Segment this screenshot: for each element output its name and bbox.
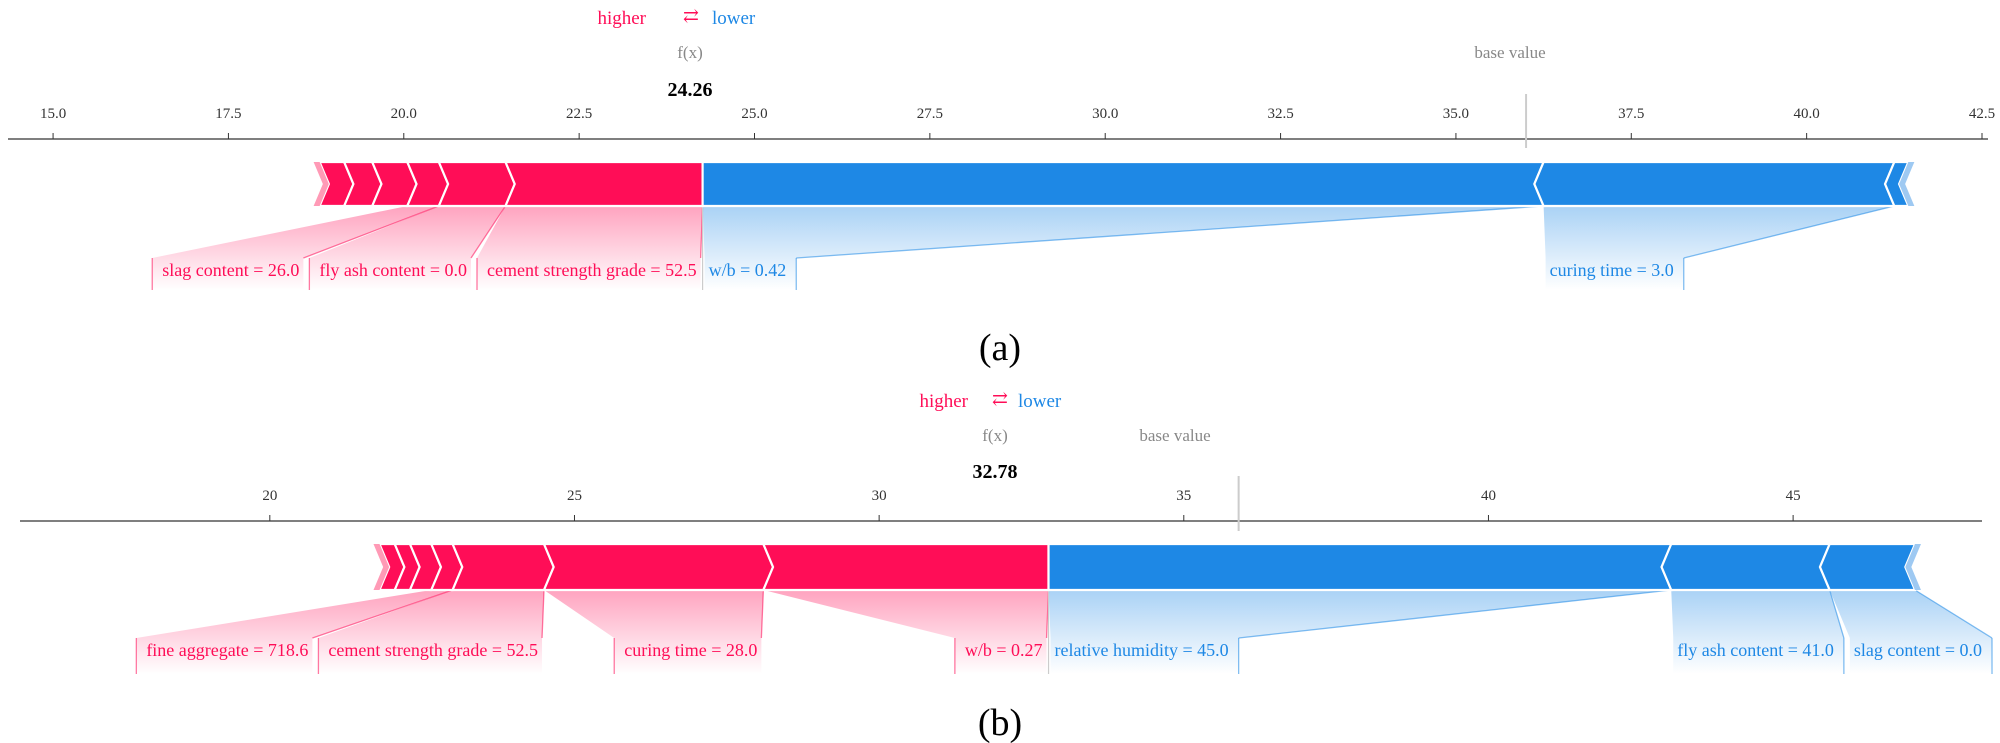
positive-connector-line [470,205,507,259]
x-tick-label: 22.5 [566,106,592,122]
negative-connector-line [1829,589,1845,639]
negative-connector-line [1238,589,1672,639]
positive-label-fill [318,590,545,674]
legend-higher: higher [919,391,968,412]
legend-swap-arrow-icon: ⇄ [683,6,699,27]
legend-swap-arrow-icon: ⇄ [992,389,1008,410]
fx-value: 24.26 [668,79,713,101]
x-tick-label: 42.5 [1969,106,1995,122]
negative-feature-label: w/b = 0.42 [709,260,787,280]
positive-force-bar [761,542,1050,592]
positive-force-bar [450,542,555,592]
negative-feature-label: fly ash content = 41.0 [1677,640,1834,660]
positive-connector-line [303,205,440,259]
feature-labels: fine aggregate = 718.6 cement strength gr… [146,640,1982,660]
x-tick-label: 20.0 [391,106,417,122]
force-bars [313,160,1915,208]
negative-force-bar [1660,542,1832,592]
base-value-label: base value [1139,426,1210,445]
x-tick-label: 20 [262,488,277,504]
positive-connector-line [541,589,545,639]
negative-feature-label: curing time = 3.0 [1550,260,1674,280]
negative-force-bar [1818,542,1917,592]
x-tick-label: 30.0 [1092,106,1118,122]
positive-end-chevron [313,162,329,206]
positive-feature-label: fly ash content = 0.0 [319,260,467,280]
positive-force-bar [503,160,704,208]
negative-force-bar [1047,542,1673,592]
negative-feature-label: slag content = 0.0 [1854,640,1982,660]
x-tick-label: 45 [1786,488,1801,504]
positive-label-fill [152,206,439,290]
force-plot-a: higher ⇄ lower f(x) 24.26 base value 15.… [8,6,1995,369]
x-tick-label: 40 [1481,488,1496,504]
negative-force-bar [701,160,1546,208]
x-tick-label: 32.5 [1267,106,1293,122]
negative-end-chevron [1899,162,1915,206]
positive-feature-label: w/b = 0.27 [965,640,1043,660]
x-tick-label: 30 [872,488,887,504]
negative-label-fill [1048,590,1672,674]
legend-higher: higher [597,8,646,29]
negative-force-bar [1533,160,1896,208]
positive-label-fill [477,206,703,290]
x-tick-label: 35 [1176,488,1191,504]
negative-connector-line [796,205,1544,259]
x-tick-label: 35.0 [1443,106,1469,122]
positive-force-bar [437,160,516,208]
x-tick-label: 25.0 [741,106,767,122]
legend-lower: lower [1018,391,1062,412]
force-plot-b: higher ⇄ lower f(x) 32.78 base value 20 2… [20,389,1993,743]
base-value-label: base value [1474,43,1545,62]
positive-label-fill [763,590,1049,674]
negative-label-fill [1829,590,1993,674]
x-tick-label: 25 [567,488,582,504]
panel-caption-b: (b) [978,702,1022,743]
positive-label-fill [544,590,764,674]
force-bars [373,542,1921,592]
x-tick-label: 37.5 [1618,106,1644,122]
negative-connector-line [1914,589,1993,639]
feature-labels: slag content = 26.0 fly ash content = 0.0… [162,260,1674,280]
fx-value: 32.78 [973,461,1018,483]
fx-label: f(x) [677,43,702,62]
positive-feature-label: cement strength grade = 52.5 [328,640,538,660]
panel-caption-a: (a) [979,327,1021,369]
negative-connector-line [1683,205,1895,259]
negative-end-chevron [1905,544,1921,590]
positive-force-bar [542,542,775,592]
negative-label-fill [702,206,1544,290]
label-connector-fills [151,162,1895,290]
x-axis-ticks: 20 25 30 35 40 45 [262,488,1801,521]
x-tick-label: 27.5 [917,106,943,122]
legend-lower: lower [712,8,756,29]
positive-feature-label: slag content = 26.0 [162,260,299,280]
positive-feature-label: curing time = 28.0 [624,640,757,660]
positive-feature-label: cement strength grade = 52.5 [487,260,697,280]
negative-feature-label: relative humidity = 45.0 [1055,640,1229,660]
label-connector-fills [135,544,1993,674]
positive-label-fill [309,206,506,290]
positive-end-chevron [373,544,390,590]
fx-label: f(x) [982,426,1007,445]
x-tick-label: 15.0 [40,106,66,122]
positive-connector-line [760,589,765,639]
positive-connector-line [312,589,453,639]
x-tick-label: 40.0 [1794,106,1820,122]
positive-feature-label: fine aggregate = 718.6 [146,640,308,660]
negative-label-fill [1671,590,1844,674]
positive-label-fill [136,590,453,674]
x-axis-ticks: 15.0 17.5 20.0 22.5 25.0 27.5 30.0 32.5 35.0 37.5… [40,106,1995,139]
x-tick-label: 17.5 [215,106,241,122]
